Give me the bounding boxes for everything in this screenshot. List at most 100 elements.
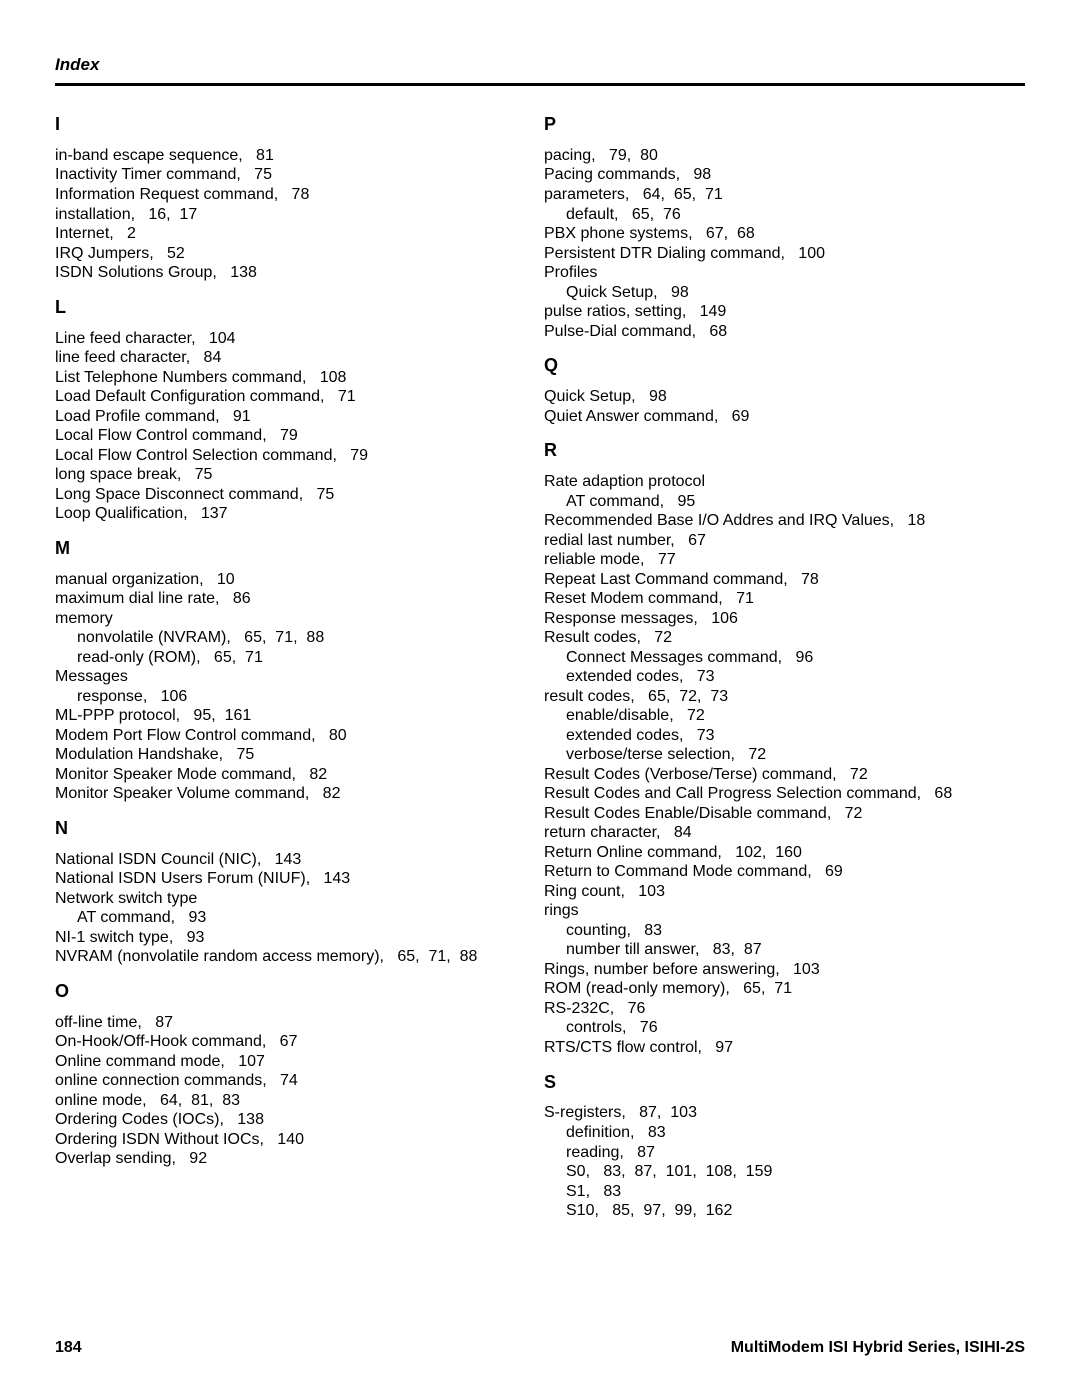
index-entry-label: Pulse-Dial command, bbox=[544, 323, 696, 340]
index-entry-label: pacing, bbox=[544, 147, 596, 164]
index-entry-label: nonvolatile (NVRAM), bbox=[77, 629, 231, 646]
index-entry-pages: 98 bbox=[636, 388, 667, 405]
index-entry: Result Codes (Verbose/Terse) command, 72 bbox=[544, 765, 1025, 785]
index-entry-label: controls, bbox=[566, 1019, 626, 1036]
index-entry-pages: 71 bbox=[325, 388, 356, 405]
index-entry-label: reading, bbox=[566, 1144, 624, 1161]
index-entry: Local Flow Control Selection command, 79 bbox=[55, 446, 536, 466]
index-entry-label: definition, bbox=[566, 1124, 635, 1141]
index-entry-label: Quick Setup, bbox=[544, 388, 636, 405]
index-entry-label: default, bbox=[566, 206, 618, 223]
index-entry: number till answer, 83, 87 bbox=[544, 940, 1025, 960]
index-entry-pages: 106 bbox=[147, 688, 187, 705]
index-entry-label: Information Request command, bbox=[55, 186, 278, 203]
index-entry: Long Space Disconnect command, 75 bbox=[55, 485, 536, 505]
index-entry-label: verbose/terse selection, bbox=[566, 746, 735, 763]
index-entry-pages: 96 bbox=[782, 649, 813, 666]
index-entry-label: manual organization, bbox=[55, 571, 204, 588]
index-entry-pages: 81 bbox=[243, 147, 274, 164]
index-entry: extended codes, 73 bbox=[544, 667, 1025, 687]
index-entry-pages: 107 bbox=[225, 1053, 265, 1070]
index-entry: Online command mode, 107 bbox=[55, 1052, 536, 1072]
index-entry-label: installation, bbox=[55, 206, 135, 223]
index-entry-pages: 149 bbox=[686, 303, 726, 320]
index-entry-pages: 75 bbox=[241, 166, 272, 183]
index-entry-label: extended codes, bbox=[566, 668, 683, 685]
index-entry-label: read-only (ROM), bbox=[77, 649, 201, 666]
index-entry: National ISDN Council (NIC), 143 bbox=[55, 850, 536, 870]
index-entry-label: Loop Qualification, bbox=[55, 505, 188, 522]
index-entry-label: Local Flow Control Selection command, bbox=[55, 447, 337, 464]
index-entry: verbose/terse selection, 72 bbox=[544, 745, 1025, 765]
index-entry-pages: 65, 71, 88 bbox=[384, 948, 477, 965]
page-number: 184 bbox=[55, 1339, 82, 1357]
index-entry-pages: 92 bbox=[176, 1150, 207, 1167]
index-entry-label: Pacing commands, bbox=[544, 166, 680, 183]
index-entry-label: Modulation Handshake, bbox=[55, 746, 223, 763]
index-entry-label: Quick Setup, bbox=[566, 284, 658, 301]
index-entry-label: S10, bbox=[566, 1202, 599, 1219]
index-entry-label: AT command, bbox=[77, 909, 175, 926]
index-entry-label: Quiet Answer command, bbox=[544, 408, 718, 425]
index-entry-label: Online command mode, bbox=[55, 1053, 225, 1070]
index-entry-label: Result codes, bbox=[544, 629, 641, 646]
index-entry: response, 106 bbox=[55, 687, 536, 707]
index-entry: Rings, number before answering, 103 bbox=[544, 960, 1025, 980]
index-entry-pages: 65, 71, 88 bbox=[231, 629, 324, 646]
index-entry: Result codes, 72 bbox=[544, 628, 1025, 648]
index-entry-pages: 100 bbox=[785, 245, 825, 262]
index-entry: ML-PPP protocol, 95, 161 bbox=[55, 706, 536, 726]
index-entry-label: ML-PPP protocol, bbox=[55, 707, 180, 724]
index-entry: line feed character, 84 bbox=[55, 348, 536, 368]
index-entry-label: number till answer, bbox=[566, 941, 699, 958]
index-entry-pages: 87 bbox=[624, 1144, 655, 1161]
index-entry-label: Messages bbox=[55, 668, 128, 685]
left-column: Iin-band escape sequence, 81Inactivity T… bbox=[55, 114, 536, 1221]
index-entry: return character, 84 bbox=[544, 823, 1025, 843]
index-entry-pages: 80 bbox=[316, 727, 347, 744]
index-entry-pages: 143 bbox=[261, 851, 301, 868]
index-entry-label: Result Codes Enable/Disable command, bbox=[544, 805, 831, 822]
index-letter-l: L bbox=[55, 297, 536, 319]
index-entry-pages: 83 bbox=[590, 1183, 621, 1200]
index-entry: Ordering ISDN Without IOCs, 140 bbox=[55, 1130, 536, 1150]
index-entry-pages: 72 bbox=[641, 629, 672, 646]
index-entry-pages: 140 bbox=[264, 1131, 304, 1148]
index-entry-label: Local Flow Control command, bbox=[55, 427, 267, 444]
index-entry: Pulse-Dial command, 68 bbox=[544, 322, 1025, 342]
index-entry: off-line time, 87 bbox=[55, 1013, 536, 1033]
index-letter-n: N bbox=[55, 818, 536, 840]
index-entry: Persistent DTR Dialing command, 100 bbox=[544, 244, 1025, 264]
index-entry: controls, 76 bbox=[544, 1018, 1025, 1038]
index-entry-label: off-line time, bbox=[55, 1014, 142, 1031]
index-entry-label: NI-1 switch type, bbox=[55, 929, 173, 946]
index-entry-pages: 143 bbox=[310, 870, 350, 887]
index-entry: Modulation Handshake, 75 bbox=[55, 745, 536, 765]
index-entry: AT command, 95 bbox=[544, 492, 1025, 512]
index-entry: S10, 85, 97, 99, 162 bbox=[544, 1201, 1025, 1221]
index-entry: Profiles bbox=[544, 263, 1025, 283]
product-name: MultiModem ISI Hybrid Series, ISIHI-2S bbox=[731, 1339, 1025, 1357]
index-entry-pages: 97 bbox=[702, 1039, 733, 1056]
index-entry: manual organization, 10 bbox=[55, 570, 536, 590]
index-entry-pages: 68 bbox=[696, 323, 727, 340]
index-entry-pages: 67, 68 bbox=[693, 225, 755, 242]
index-entry-label: IRQ Jumpers, bbox=[55, 245, 154, 262]
index-entry-label: Return Online command, bbox=[544, 844, 722, 861]
index-entry: Monitor Speaker Mode command, 82 bbox=[55, 765, 536, 785]
index-entry-pages: 69 bbox=[718, 408, 749, 425]
index-entry-pages: 102, 160 bbox=[722, 844, 802, 861]
index-letter-r: R bbox=[544, 440, 1025, 462]
index-entry: Result Codes Enable/Disable command, 72 bbox=[544, 804, 1025, 824]
index-entry-pages: 78 bbox=[788, 571, 819, 588]
index-entry-label: maximum dial line rate, bbox=[55, 590, 220, 607]
index-entry: installation, 16, 17 bbox=[55, 205, 536, 225]
index-entry-pages: 85, 97, 99, 162 bbox=[599, 1202, 732, 1219]
index-entry-label: memory bbox=[55, 610, 113, 627]
index-entry-pages: 72 bbox=[674, 707, 705, 724]
index-entry: parameters, 64, 65, 71 bbox=[544, 185, 1025, 205]
index-entry-label: Line feed character, bbox=[55, 330, 196, 347]
index-entry-label: rings bbox=[544, 902, 579, 919]
index-entry: memory bbox=[55, 609, 536, 629]
index-entry: definition, 83 bbox=[544, 1123, 1025, 1143]
